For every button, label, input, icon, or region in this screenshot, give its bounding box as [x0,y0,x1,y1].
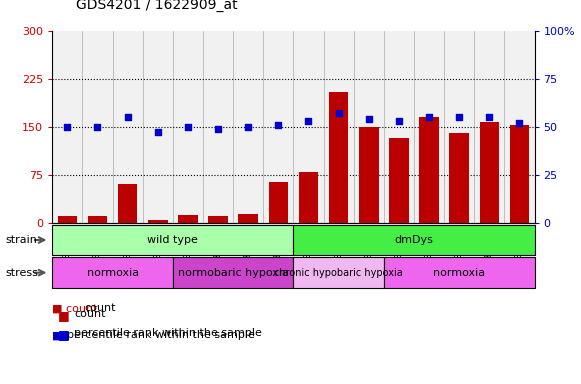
Bar [474,31,504,223]
Point [304,118,313,124]
Bar [208,216,228,223]
Text: ■: ■ [58,328,70,341]
Text: chronic hypobaric hypoxia: chronic hypobaric hypoxia [274,268,403,278]
Point [153,129,163,136]
Bar [52,31,83,223]
Point [454,114,464,120]
Point [364,116,374,122]
Bar [444,31,474,223]
Text: strain: strain [6,235,38,245]
Bar [293,257,384,288]
Text: ■ count: ■ count [52,303,98,313]
Bar [83,31,113,223]
Text: stress: stress [6,268,39,278]
Text: count: count [84,303,116,313]
Text: wild type: wild type [148,235,198,245]
Bar [263,31,293,223]
Bar [389,138,408,223]
Bar [510,126,529,223]
Bar [359,127,379,223]
Bar [52,257,173,288]
Bar [118,184,138,223]
Bar [293,31,324,223]
Bar [88,216,107,223]
Bar [268,182,288,223]
Bar [384,31,414,223]
Point [394,118,404,124]
Bar [52,225,293,255]
Bar [173,257,293,288]
Bar [324,31,354,223]
Bar [504,31,535,223]
Bar [178,215,198,223]
Bar [299,172,318,223]
Bar [354,31,384,223]
Bar [173,31,203,223]
Point [93,124,102,130]
Text: percentile rank within the sample: percentile rank within the sample [74,328,262,338]
Bar [58,216,77,223]
Bar [293,225,535,255]
Point [183,124,192,130]
Text: percentile rank within the sample: percentile rank within the sample [67,330,254,340]
Text: normoxia: normoxia [87,268,139,278]
Point [243,124,253,130]
Bar [384,257,535,288]
Bar [203,31,233,223]
Text: normobaric hypoxia: normobaric hypoxia [178,268,289,278]
Point [63,124,72,130]
Text: GDS4201 / 1622909_at: GDS4201 / 1622909_at [76,0,237,12]
Point [334,110,343,116]
Point [123,114,132,120]
Text: dmDys: dmDys [394,235,433,245]
Bar [329,91,349,223]
Bar [233,31,263,223]
Point [515,120,524,126]
Bar [414,31,444,223]
Point [485,114,494,120]
Bar [449,133,469,223]
Bar [143,31,173,223]
Text: count: count [74,309,106,319]
Point [424,114,433,120]
Text: normoxia: normoxia [433,268,485,278]
Point [213,126,223,132]
Point [274,122,283,128]
Bar [238,214,258,223]
Text: ■: ■ [58,309,70,322]
Bar [479,122,499,223]
Text: ■: ■ [52,330,63,340]
Bar [419,117,439,223]
Bar [148,220,167,223]
Bar [113,31,143,223]
